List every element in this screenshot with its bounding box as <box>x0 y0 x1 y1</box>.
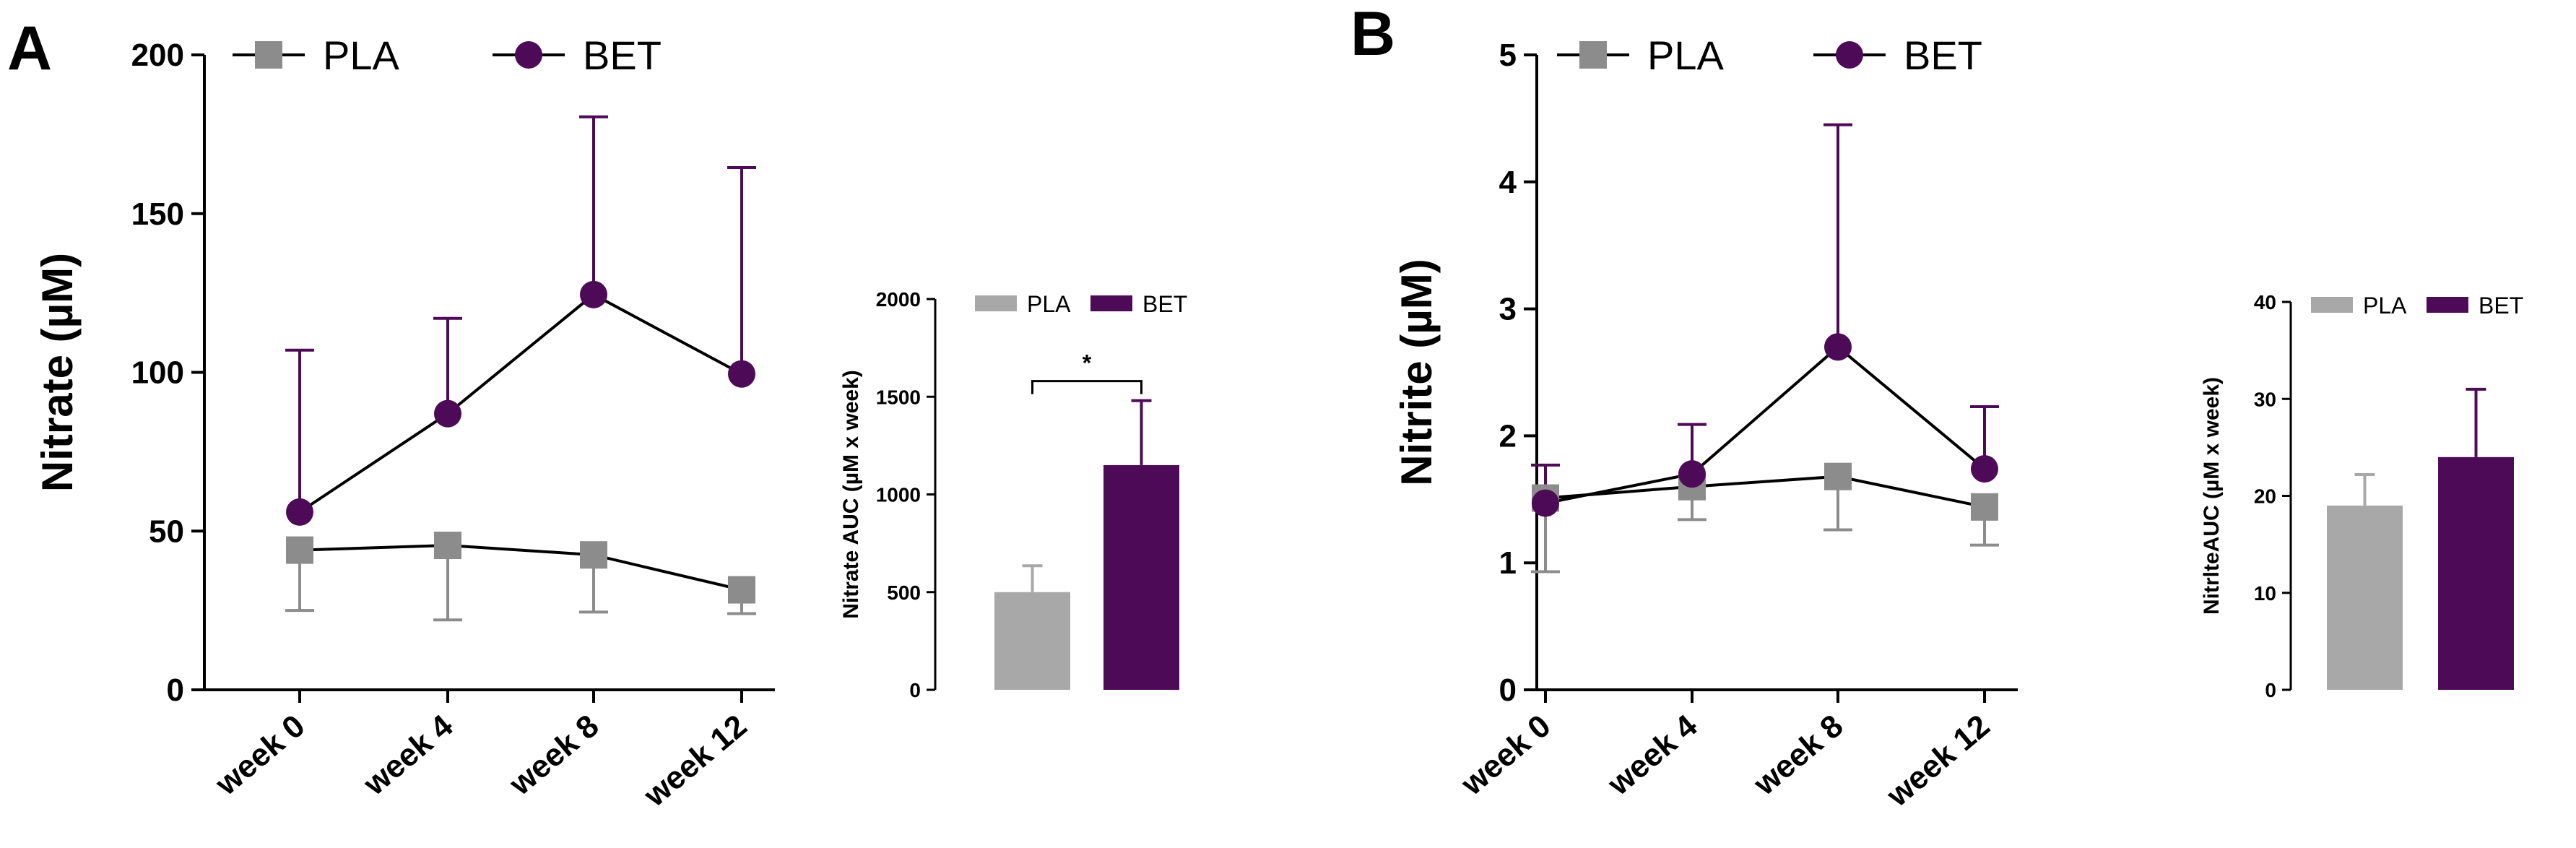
y-tick-label: 50 <box>149 514 184 549</box>
y-tick-label: 200 <box>131 38 184 73</box>
data-point-pla <box>434 532 461 560</box>
x-tick-label: week 8 <box>1747 708 1850 802</box>
bar-bet <box>1103 464 1179 690</box>
data-point-pla <box>1824 462 1852 490</box>
y-tick-label: 30 <box>2254 388 2276 410</box>
y-tick-label: 0 <box>909 679 921 701</box>
legend-label-pla: PLA <box>323 33 399 78</box>
y-tick-label: 2000 <box>876 288 921 311</box>
data-point-bet <box>434 399 461 428</box>
legend-swatch-bet <box>1090 295 1132 311</box>
y-tick-label: 40 <box>2254 291 2276 313</box>
legend-label-pla: PLA <box>1647 33 1724 78</box>
series-line-pla <box>1545 475 1985 509</box>
significance-star: * <box>1083 350 1092 376</box>
data-point-pla <box>286 536 313 564</box>
y-tick-label: 0 <box>2265 679 2276 701</box>
nitrate-line-chart: 0 50 100 150 200 week 0 week 4 week 8 week 12 Nit… <box>33 33 775 814</box>
y-tick-label: 1000 <box>876 484 921 506</box>
legend-swatch-pla <box>975 295 1017 311</box>
legend-label-bet: BET <box>2479 293 2523 319</box>
y-axis-label: Nitrite (µM) <box>1392 259 1441 486</box>
y-tick-label: 4 <box>1499 165 1517 200</box>
nitrate-auc-bar-chart: 0 500 1000 1500 2000 Nitrate AUC (µM x week) *… <box>839 288 1187 701</box>
legend-marker-bet <box>1836 41 1863 69</box>
bar-pla <box>994 592 1070 690</box>
y-tick-label: 0 <box>167 672 184 708</box>
series-line-bet <box>1545 345 1986 505</box>
series-line-bet <box>298 293 742 514</box>
y-tick-label: 0 <box>1499 672 1517 708</box>
x-tick-label: week 8 <box>503 708 606 802</box>
data-point-bet <box>286 498 313 526</box>
x-tick-label: week 4 <box>1601 708 1704 802</box>
y-tick-label: 3 <box>1499 292 1517 327</box>
x-tick-label: week 0 <box>1454 708 1558 802</box>
nitrite-auc-bar-chart: 0 10 20 30 40 NitrlteAUC (µM x week) PLA BET <box>2200 291 2523 701</box>
y-axis-label: Nitrate AUC (µM x week) <box>839 370 863 619</box>
legend-marker-pla <box>1579 41 1607 69</box>
legend-swatch-pla <box>2311 297 2353 313</box>
legend-marker-pla <box>255 41 282 69</box>
y-tick-label: 150 <box>131 196 184 232</box>
x-tick-label: week 12 <box>1880 708 1997 814</box>
data-point-bet <box>1824 333 1852 361</box>
panel-label-b: B <box>1350 0 1395 69</box>
x-tick-label: week 0 <box>209 708 312 802</box>
y-tick-label: 100 <box>131 355 184 391</box>
y-tick-label: 10 <box>2254 582 2276 605</box>
data-point-pla <box>728 576 755 604</box>
data-point-bet <box>1532 489 1559 517</box>
legend-label-bet: BET <box>1142 291 1187 317</box>
x-tick-label: week 12 <box>637 708 754 814</box>
series-line-pla <box>299 544 742 592</box>
y-axis-label: NitrlteAUC (µM x week) <box>2200 377 2224 615</box>
data-point-pla <box>580 541 607 569</box>
legend-marker-bet <box>515 41 542 69</box>
y-tick-label: 500 <box>887 581 921 604</box>
x-tick-label: week 4 <box>357 708 460 802</box>
legend-swatch-bet <box>2427 297 2468 313</box>
data-point-bet <box>1678 460 1706 488</box>
legend-label-bet: BET <box>1904 33 1982 78</box>
y-tick-label: 2 <box>1499 418 1517 454</box>
data-point-bet <box>1971 455 1998 483</box>
panel-label-a: A <box>7 14 52 83</box>
nitrite-line-chart: 0 1 2 3 4 5 week 0 week 4 week 8 week 12 Nitrite (… <box>1392 33 2018 814</box>
legend-label-pla: PLA <box>1027 291 1071 317</box>
y-tick-label: 20 <box>2254 485 2276 508</box>
y-tick-label: 1 <box>1499 545 1517 581</box>
y-axis-label: Nitrate (µM) <box>33 253 82 492</box>
y-tick-label: 1500 <box>876 386 921 408</box>
data-point-bet <box>580 280 607 308</box>
significance-bracket <box>1031 380 1142 394</box>
bar-pla <box>2327 505 2403 690</box>
legend-label-bet: BET <box>583 33 662 78</box>
bar-bet <box>2438 457 2514 690</box>
legend-label-pla: PLA <box>2363 293 2407 319</box>
y-tick-label: 5 <box>1499 38 1517 73</box>
data-point-pla <box>1971 493 1998 521</box>
data-point-bet <box>728 360 755 388</box>
